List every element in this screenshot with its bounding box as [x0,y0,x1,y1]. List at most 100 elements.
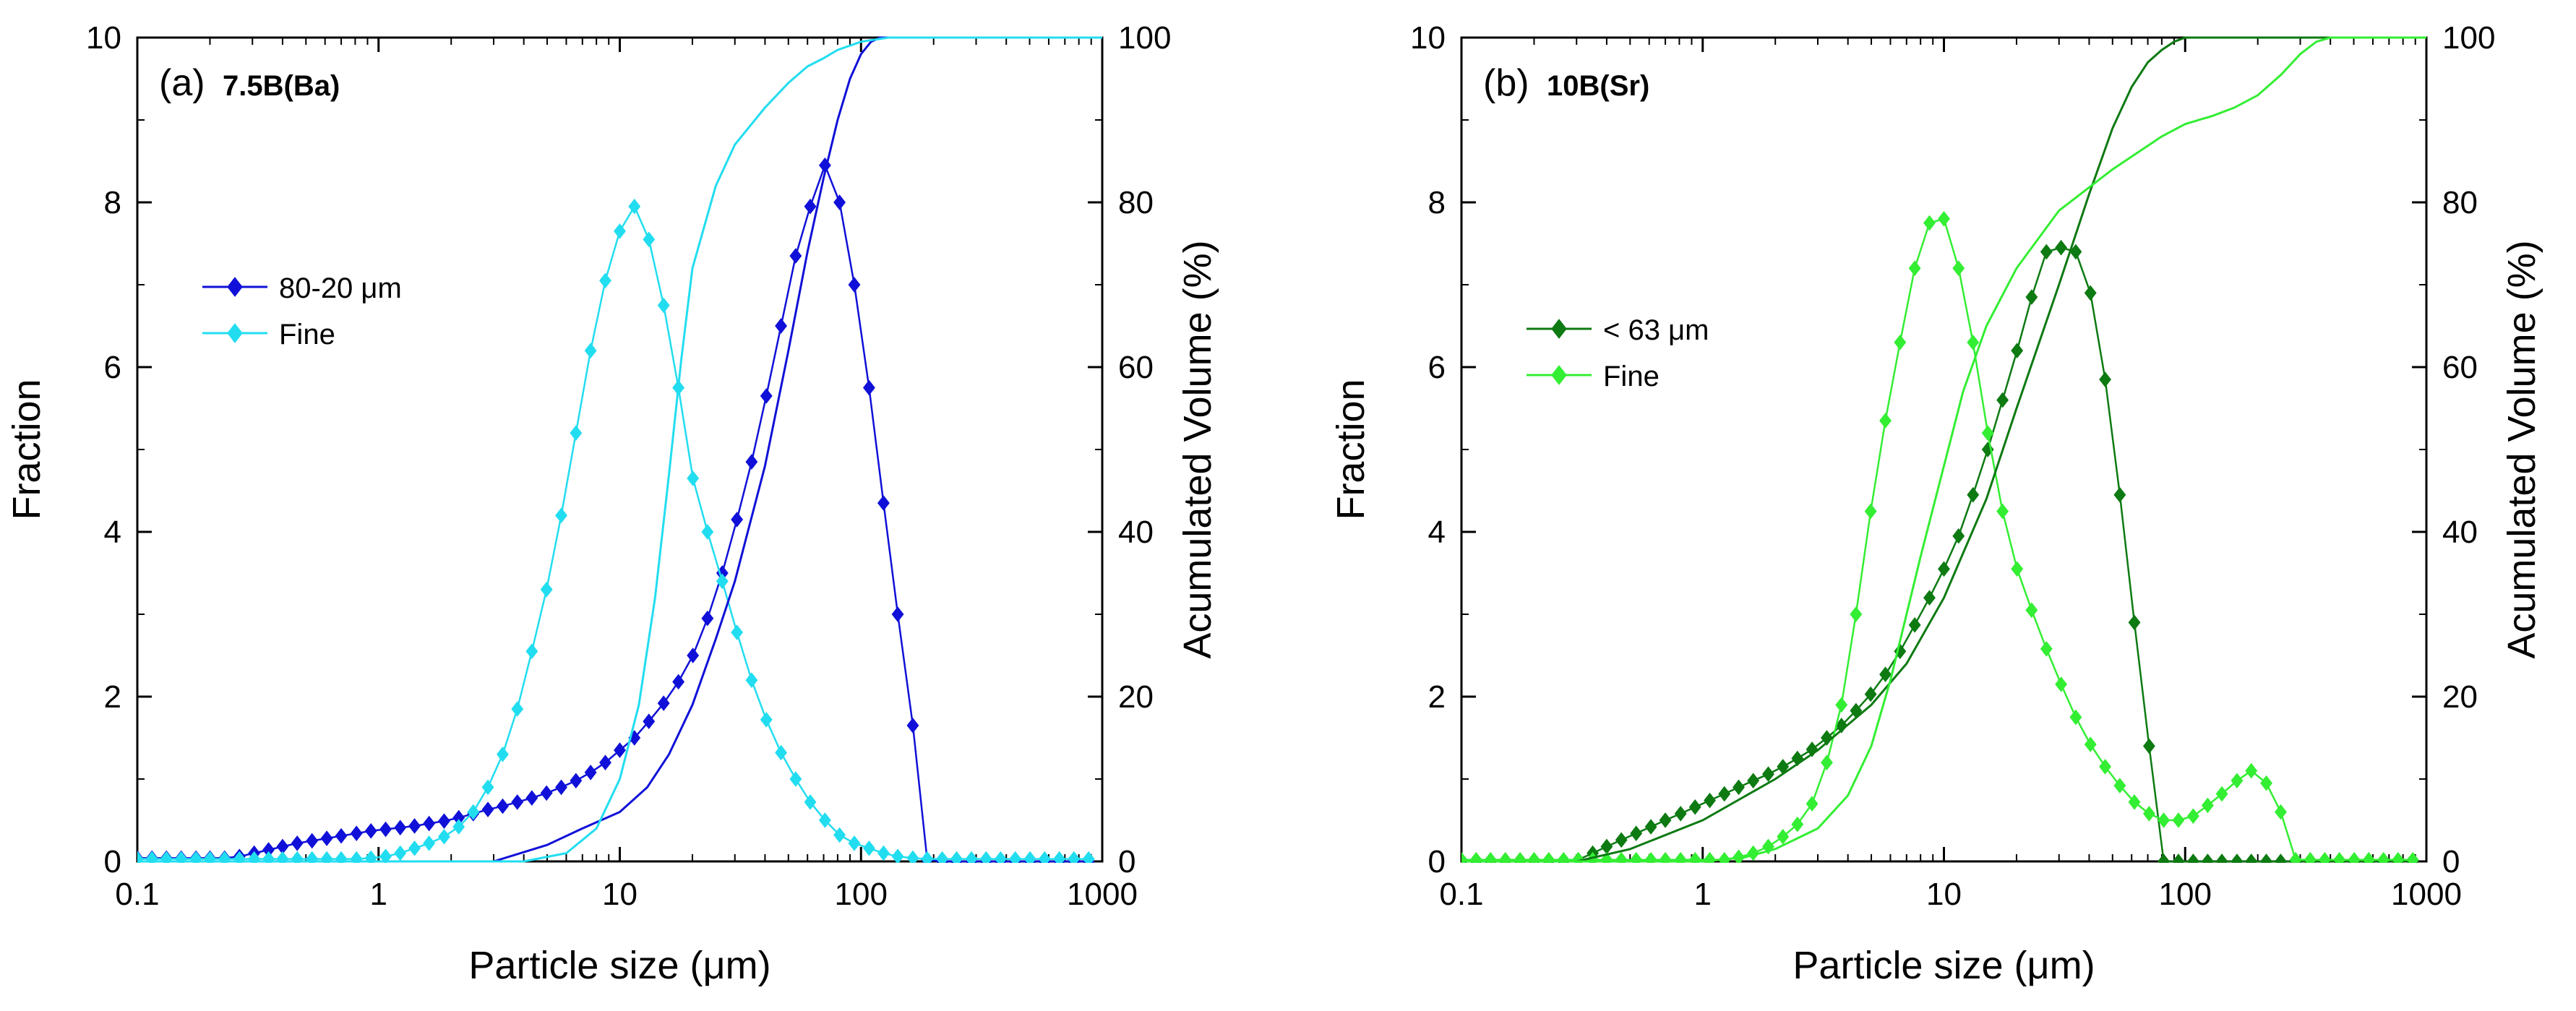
series-2-point [628,198,641,215]
series-2-point [364,850,377,863]
series-1-point [2128,614,2141,631]
series-1-point [2142,738,2155,754]
series-2-point [687,470,700,486]
series-1-point [745,454,758,470]
series-1-point [2158,853,2171,863]
series-2-point [716,573,729,590]
chart-panel-2: 0.1 1 10 100 10000246810020406080100Particle… [1329,20,2543,987]
series-2-point [1791,816,1804,833]
series-2-point [408,840,421,856]
series-2-point [936,851,948,863]
series-2-point [2333,851,2346,863]
series-2-point [2289,851,2302,863]
series-2-point [2348,851,2361,863]
series-2-point [2304,851,2317,863]
series-1-point [379,821,392,838]
series-1-point [848,277,861,293]
series-2-point [1630,851,1643,863]
series-2-point [2392,851,2405,863]
legend-label: Fine [1603,361,1660,392]
series-2-point [2318,851,2331,863]
series-2-point [467,804,480,820]
series-2-point [1528,851,1540,863]
series-1-point [891,606,904,622]
y-axis-title: Fraction [5,379,48,520]
y-tick-label: 10 [1410,20,1446,56]
series-2-point [657,297,670,314]
series-2-point [1938,210,1950,227]
x-tick-label: 1 [370,877,387,912]
series-2-point [2377,851,2390,863]
series-2-point [1923,215,1936,231]
panel-sample-label: 7.5B(Ba) [223,70,340,102]
series-1-point [1615,832,1628,848]
series-2-point [335,851,348,863]
series-1-point [877,495,890,511]
x-tick-label: 10 [1926,877,1962,912]
chart-panel-1: 0.1 1 10 100 10000246810020406080100Particle… [5,20,1219,987]
series-1-point [687,648,700,663]
series-layer [1461,36,2426,863]
series-2-point [950,851,963,863]
y-tick-label: 4 [1428,515,1446,550]
series-2-point [921,851,934,863]
series-2-point [584,343,597,359]
series-2-point [760,712,773,728]
series-2-point [1967,334,1980,350]
y2-tick-label: 20 [1118,679,1154,715]
series-1-point [525,790,538,806]
series-2-point [2186,808,2199,825]
series-2-point [2158,812,2171,828]
series-1-point [555,779,567,796]
series-2-point [350,851,363,863]
series-1-point [2084,285,2097,301]
series-2-point [1499,851,1512,863]
series-2-point [891,848,904,863]
series-2-point [233,851,246,863]
series-2-point [452,819,465,835]
x-axis-title: Particle size (μm) [468,944,770,987]
series-1-point [2069,244,2082,260]
series-2-point [497,746,509,762]
x-axis-title: Particle size (μm) [1793,944,2095,987]
series-1-point [775,318,788,334]
series-line-4 [137,36,1102,863]
series-2-point [137,851,144,863]
series-1-point [2055,239,2068,256]
y2-tick-label: 80 [2442,185,2478,220]
series-1-point [1600,838,1613,855]
series-1-point [906,718,919,733]
legend-label: Fine [279,319,335,350]
series-2-point [218,851,231,863]
series-1-point [1718,786,1731,802]
legend-swatch-marker [1551,319,1567,339]
series-1-point [2040,244,2053,260]
series-2-point [2084,736,2097,752]
series-1-point [394,819,407,836]
series-2-point [804,794,817,810]
series-1-point [789,248,802,264]
y2-tick-label: 100 [2442,20,2495,56]
series-2-point [1009,851,1022,863]
series-2-point [833,827,846,843]
y2-tick-label: 40 [2442,515,2478,550]
series-2-point [379,848,392,863]
y-tick-label: 8 [1428,185,1446,220]
series-1-point [511,794,524,810]
y-tick-label: 6 [104,350,121,385]
series-1-point [2099,371,2112,387]
series-1-point [350,825,363,842]
series-1-point [1938,561,1950,577]
y2-tick-label: 60 [1118,350,1154,385]
series-1-point [291,835,304,851]
y2-tick-label: 0 [1118,844,1135,879]
series-2-point [979,851,992,863]
series-1-point [584,765,597,780]
legend-label: < 63 μm [1603,314,1709,346]
y2-axis-title: Acumulated Volume (%) [2500,240,2543,658]
y-tick-label: 2 [104,679,121,715]
panel-tag: (a) [159,62,205,104]
series-1-point [2113,486,2126,503]
series-1-point [1733,779,1745,796]
series-2-point [1762,838,1774,855]
